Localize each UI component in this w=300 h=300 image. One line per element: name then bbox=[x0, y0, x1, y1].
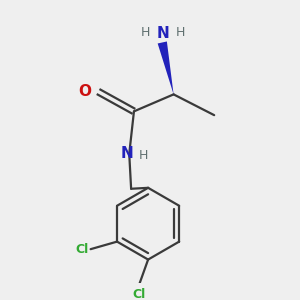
Text: O: O bbox=[79, 84, 92, 99]
Text: H: H bbox=[176, 26, 185, 39]
Polygon shape bbox=[158, 41, 174, 94]
Text: N: N bbox=[157, 26, 169, 40]
Text: Cl: Cl bbox=[76, 243, 89, 256]
Text: N: N bbox=[121, 146, 134, 161]
Text: Cl: Cl bbox=[132, 288, 145, 300]
Text: H: H bbox=[139, 149, 148, 162]
Text: H: H bbox=[141, 26, 150, 39]
